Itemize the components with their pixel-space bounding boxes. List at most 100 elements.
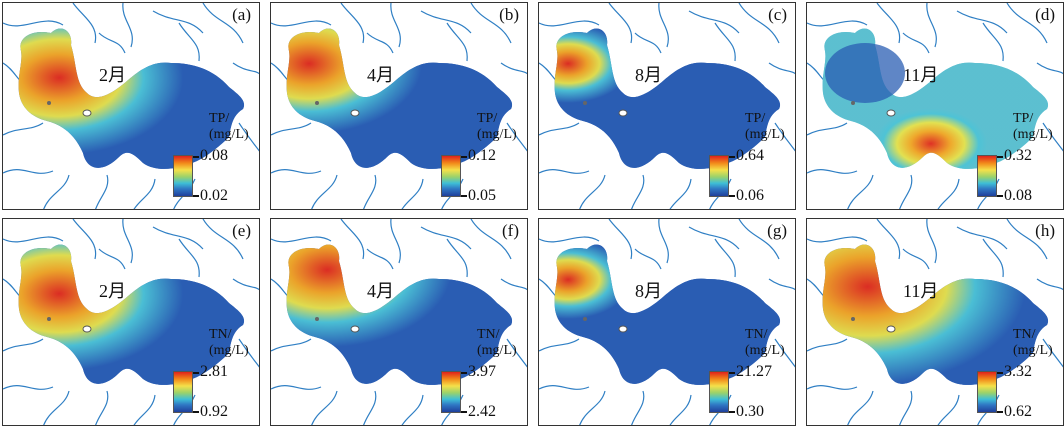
unit-text: (mg/L) (1013, 127, 1053, 142)
river-line (807, 20, 868, 27)
colorbar-max-tick (729, 156, 735, 158)
river-line (714, 238, 736, 278)
lake-map (271, 3, 527, 209)
lake-concentration (822, 244, 1049, 385)
river-line (271, 384, 322, 390)
river-line (202, 219, 244, 260)
river-line (926, 219, 937, 264)
river-line (539, 168, 590, 174)
colorbar-min-tick (193, 195, 199, 197)
panel-label: (a) (232, 5, 251, 24)
river-line (3, 384, 54, 390)
river-line (902, 248, 930, 270)
river-line (579, 390, 606, 425)
city-marker (350, 109, 360, 117)
parameter-name: TP/ (477, 111, 498, 126)
colorbar (709, 155, 729, 197)
river-line (232, 62, 259, 75)
site-dot (315, 101, 319, 105)
river-line (238, 338, 259, 368)
river-line (152, 226, 204, 250)
colorbar (709, 371, 729, 413)
river-line (506, 338, 527, 368)
lake-map (271, 219, 527, 425)
river-line (539, 122, 580, 136)
panel-label: (h) (1035, 221, 1055, 240)
map-panel: (e) 2月 TN/(mg/L) 2.81 0.92 (2, 218, 260, 426)
panel-label: (d) (1035, 5, 1055, 24)
colorbar-max: 3.97 (468, 363, 496, 380)
colorbar-min: 0.08 (1004, 187, 1032, 204)
river-line (232, 278, 259, 291)
colorbar-max: 21.27 (736, 363, 772, 380)
river-line (95, 174, 109, 209)
river-line (539, 338, 580, 352)
colorbar-min: 0.06 (736, 187, 764, 204)
river-line (902, 32, 930, 54)
map-panel: (d) 11月 TP/(mg/L) 0.32 0.08 (806, 2, 1064, 210)
river-line (98, 32, 126, 54)
unit-label: TN/(mg/L) (209, 327, 249, 359)
river-line (3, 338, 44, 352)
river-line (1036, 62, 1063, 75)
unit-text: (mg/L) (1013, 343, 1053, 358)
river-line (133, 394, 156, 425)
lake-concentration (286, 28, 513, 169)
river-line (876, 3, 901, 44)
unit-label: TP/(mg/L) (745, 111, 785, 143)
river-line (133, 178, 156, 209)
lake-concentration (554, 244, 781, 385)
month-label: 8月 (635, 281, 662, 301)
colorbar-min-tick (461, 195, 467, 197)
parameter-name: TN/ (745, 327, 768, 342)
river-line (470, 219, 512, 260)
colorbar-max: 3.32 (1004, 363, 1032, 380)
colorbar-min: 0.92 (200, 403, 228, 420)
river-line (72, 219, 97, 260)
lake-concentration (18, 28, 245, 169)
month-label: 11月 (903, 65, 939, 85)
river-line (420, 10, 472, 34)
unit-label: TP/(mg/L) (1013, 111, 1053, 143)
river-line (539, 384, 590, 390)
low-zone (825, 43, 905, 103)
city-marker (618, 109, 628, 117)
colorbar-max-tick (997, 372, 1003, 374)
parameter-name: TP/ (745, 111, 766, 126)
river-line (401, 394, 424, 425)
parameter-name: TP/ (209, 111, 230, 126)
parameter-name: TP/ (1013, 111, 1034, 126)
river-line (202, 3, 244, 44)
city-marker (886, 109, 896, 117)
river-line (774, 122, 795, 152)
parameter-name: TN/ (477, 327, 500, 342)
unit-text: (mg/L) (209, 127, 249, 142)
river-line (420, 226, 472, 250)
map-panel: (f) 4月 TN/(mg/L) 3.97 2.42 (270, 218, 528, 426)
lake-map (3, 3, 259, 209)
site-dot (851, 101, 855, 105)
river-line (43, 390, 70, 425)
unit-text: (mg/L) (745, 127, 785, 142)
river-line (1042, 122, 1063, 152)
river-line (1006, 3, 1048, 44)
lake-map (807, 219, 1063, 425)
city-marker (618, 325, 628, 333)
river-line (238, 122, 259, 152)
lake-map (3, 219, 259, 425)
river-line (311, 174, 338, 209)
unit-label: TN/(mg/L) (477, 327, 517, 359)
river-line (500, 278, 527, 291)
river-line (658, 219, 669, 264)
river-line (401, 178, 424, 209)
colorbar-min-tick (997, 411, 1003, 413)
map-panel: (c) 8月 TP/(mg/L) 0.64 0.06 (538, 2, 796, 210)
river-line (807, 122, 848, 136)
city-marker (82, 325, 92, 333)
river-line (3, 236, 64, 243)
river-line (3, 122, 44, 136)
river-line (446, 238, 468, 278)
river-line (122, 219, 133, 264)
river-line (956, 10, 1008, 34)
